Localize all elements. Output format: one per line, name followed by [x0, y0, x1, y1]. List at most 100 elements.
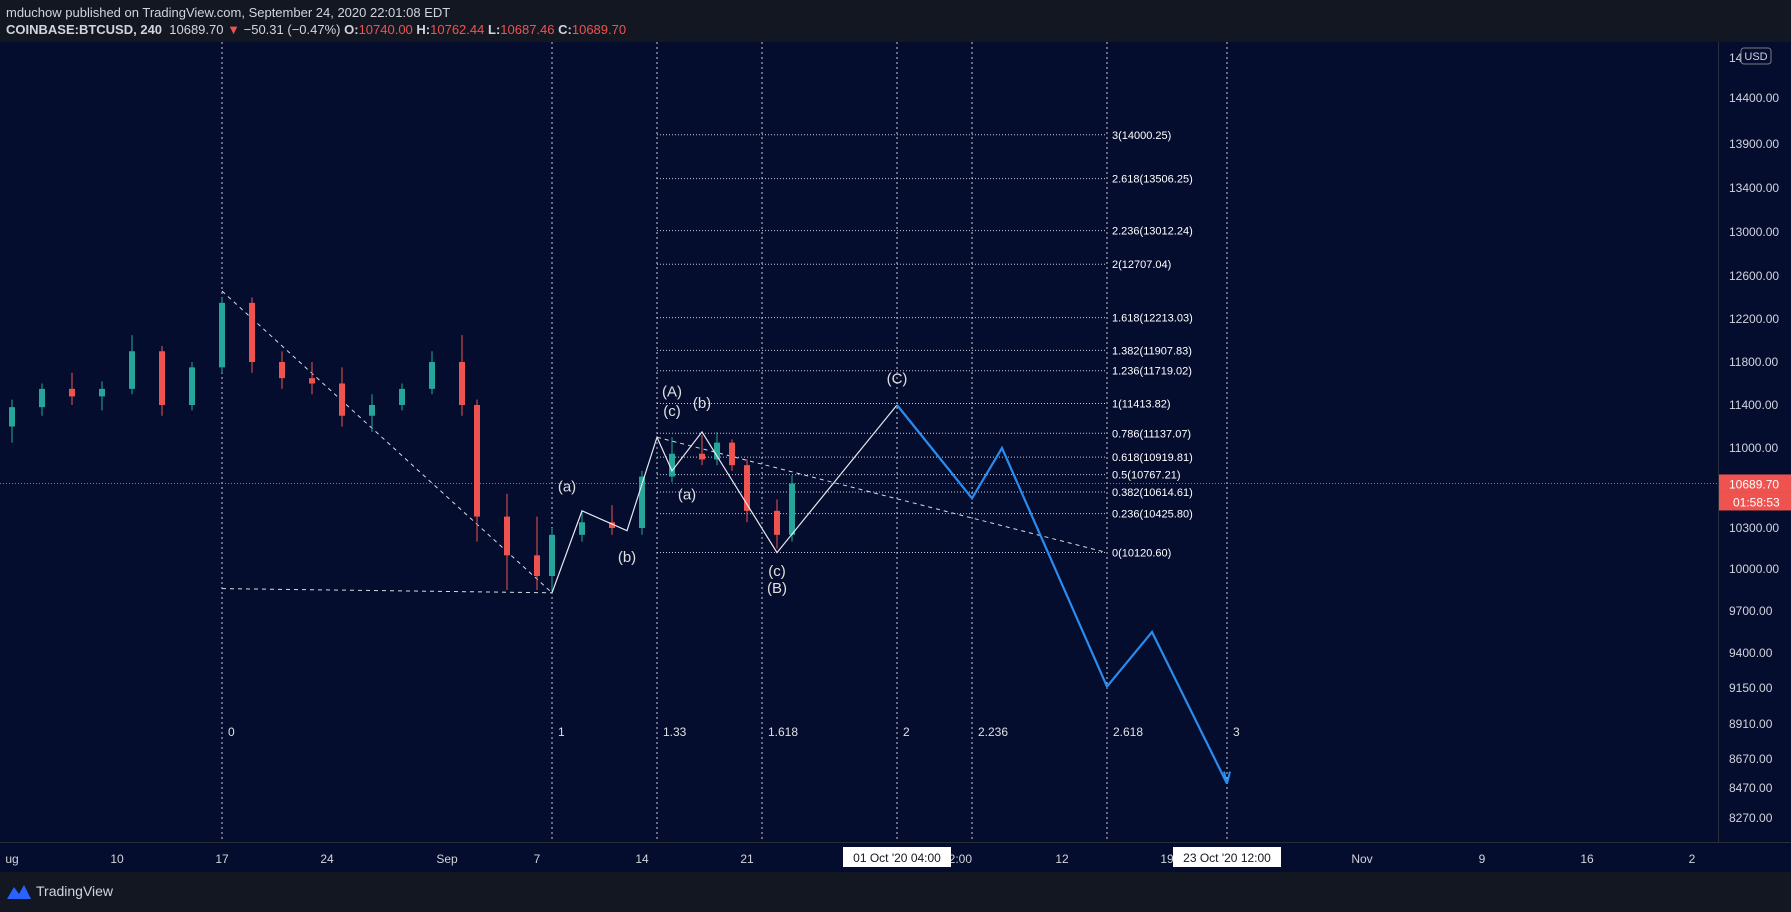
chart-header: mduchow published on TradingView.com, Se… [0, 0, 1791, 42]
wave-label: (c) [768, 563, 786, 580]
price-tick-label: 10000.00 [1729, 562, 1779, 576]
countdown-label: 01:58:53 [1733, 495, 1780, 509]
candle-body [729, 442, 735, 466]
wave-label: (A) [662, 383, 682, 400]
time-tick-label: 12 [1055, 852, 1069, 866]
candle-body [459, 362, 465, 405]
wave-path [551, 404, 898, 594]
time-tick-label: 2 [1689, 852, 1696, 866]
price-tick-label: 13000.00 [1729, 225, 1779, 239]
candle-body [789, 483, 795, 535]
fib-level-label: 1.618(12213.03) [1112, 313, 1193, 325]
price-tick-label: 14400.00 [1729, 91, 1779, 105]
fib-time-zone-label: 0 [228, 725, 235, 739]
cursor-date-label: 23 Oct '20 12:00 [1183, 851, 1271, 865]
candle-body [534, 555, 540, 576]
high-value: 10762.44 [430, 22, 485, 37]
price-axis[interactable]: 14 USD 14400.00 13900.00 13400.00 13000.00 126… [1718, 42, 1791, 842]
countdown-badge [1719, 492, 1791, 511]
candle-body [714, 442, 720, 460]
time-tick-label: 10 [110, 852, 124, 866]
price-tick-label: 8670.00 [1729, 752, 1773, 766]
candle-body [699, 453, 705, 460]
currency-label[interactable]: USD [1744, 51, 1767, 63]
currency-badge[interactable] [1740, 47, 1772, 65]
price-tick-partial: 14 [1729, 51, 1743, 65]
fib-time-zone-label: 1 [558, 725, 565, 739]
candle-body [669, 453, 675, 477]
time-tick-label: Sep [436, 852, 458, 866]
fib-level-label: 2(12707.04) [1112, 259, 1171, 271]
fib-time-zone-label: 1.33 [663, 725, 687, 739]
candle-body [309, 378, 315, 384]
current-price-label: 10689.70 [1729, 477, 1779, 491]
chart-svg[interactable]: 0 1 1.33 1.618 2 2.236 2.618 3 3(14000.25) 2.618(… [0, 42, 1718, 842]
fib-level-label: 0.5(10767.21) [1112, 470, 1181, 482]
candle-body [579, 522, 585, 535]
publisher-line: mduchow published on TradingView.com, Se… [6, 5, 451, 20]
high-label: H: [416, 22, 431, 37]
symbol-line: COINBASE:BTCUSD, 240 10689.70 ▼ −50.31 (… [6, 22, 626, 37]
time-tick-label: 24 [320, 852, 334, 866]
price-tick-label: 11800.00 [1729, 355, 1778, 369]
change-value: −50.31 (−0.47%) [243, 22, 341, 37]
fib-level-label: 3(14000.25) [1112, 130, 1171, 142]
open-label: O: [344, 22, 359, 37]
candle-body [69, 388, 75, 397]
price-tick-label: 12600.00 [1729, 269, 1779, 283]
symbol-label[interactable]: COINBASE:BTCUSD, 240 [6, 22, 163, 37]
time-tick-label: Nov [1351, 852, 1372, 866]
fib-level-label: 2.236(13012.24) [1112, 226, 1193, 238]
price-tick-label: 13900.00 [1729, 137, 1779, 151]
fib-level-label: 0.236(10425.80) [1112, 509, 1193, 521]
fib-time-zone-label: 1.618 [768, 725, 798, 739]
fib-level-label: 0.382(10614.61) [1112, 487, 1193, 499]
close-label: C: [558, 22, 572, 37]
candle-body [549, 534, 555, 576]
price-tick-label: 9400.00 [1729, 646, 1773, 660]
fib-level-label: 0.786(11137.07) [1112, 428, 1191, 440]
candle-body [774, 510, 780, 535]
fib-time-zone-label: 2 [903, 725, 910, 739]
time-tick-label: 7 [534, 852, 541, 866]
fib-level-label: 1(11413.82) [1112, 399, 1171, 411]
wave-label: (C) [887, 371, 908, 388]
candle-body [159, 351, 165, 405]
fib-time-zone-label: 2.236 [978, 725, 1008, 739]
candle-body [429, 362, 435, 389]
fib-level-label: 2.618(13506.25) [1112, 174, 1193, 186]
low-label: L: [488, 22, 501, 37]
candle-body [279, 362, 285, 379]
projection-path [896, 404, 1228, 785]
price-axis-svg[interactable]: 14 USD 14400.00 13900.00 13400.00 13000.00 126… [1719, 42, 1791, 842]
candle-body [399, 388, 405, 405]
low-value: 10687.46 [500, 22, 555, 37]
time-tick-label: 17 [215, 852, 229, 866]
candle-body [249, 302, 255, 362]
trend-line [656, 436, 1108, 554]
candle-body [369, 405, 375, 416]
cursor-date-badge [843, 847, 951, 867]
candle-body [39, 388, 45, 408]
time-tick-label: 21 [740, 852, 754, 866]
cursor-date-label: 01 Oct '20 04:00 [853, 851, 941, 865]
price-tick-label: 8910.00 [1729, 717, 1773, 731]
price-tick-label: 9700.00 [1729, 604, 1773, 618]
candle-body [189, 367, 195, 405]
time-tick-label: 14 [635, 852, 649, 866]
fib-level-label: 1.382(11907.83) [1112, 345, 1192, 357]
wave-label: (b) [693, 395, 711, 412]
price-tick-label: 11000.00 [1729, 441, 1778, 455]
candle-body [9, 407, 15, 427]
chart-pane[interactable]: 0 1 1.33 1.618 2 2.236 2.618 3 3(14000.25) 2.618(… [0, 42, 1718, 842]
current-price-badge [1719, 474, 1791, 493]
time-tick-label: 19 [1160, 852, 1174, 866]
price-tick-label: 11400.00 [1729, 398, 1778, 412]
trend-line [221, 588, 553, 594]
change-down-icon: ▼ [227, 22, 240, 37]
wave-label: (b) [618, 549, 636, 566]
footer: TradingView [0, 872, 1791, 912]
candle-body [219, 302, 225, 368]
